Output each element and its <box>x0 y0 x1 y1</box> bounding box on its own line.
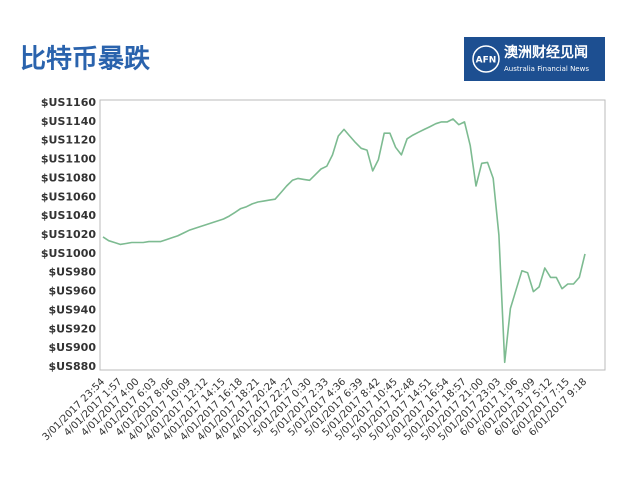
y-tick-label: $US1000 <box>41 247 96 260</box>
y-tick-label: $US1140 <box>41 115 96 128</box>
logo-circle <box>472 45 500 73</box>
y-tick-label: $US980 <box>49 266 97 279</box>
y-tick-label: $US1060 <box>41 190 96 203</box>
y-tick-label: $US1120 <box>41 134 96 147</box>
y-tick-label: $US880 <box>49 360 97 373</box>
logo-subtitle: Australia Financial News <box>504 65 589 73</box>
y-tick-label: $US960 <box>49 285 97 298</box>
y-tick-label: $US940 <box>49 303 97 316</box>
logo-name: 澳洲财经见闻 <box>504 44 588 61</box>
chart-title: 比特币暴跌 <box>20 44 150 75</box>
y-tick-label: $US1160 <box>41 96 96 109</box>
y-tick-label: $US1100 <box>41 153 96 166</box>
y-tick-label: $US900 <box>49 341 97 354</box>
y-tick-label: $US1020 <box>41 228 96 241</box>
logo-abbr: AFN <box>476 56 497 66</box>
logo: AFN 澳洲财经见闻 Australia Financial News <box>464 37 605 81</box>
y-tick-label: $US1080 <box>41 171 96 184</box>
price-line <box>102 118 586 364</box>
y-tick-label: $US920 <box>49 322 97 335</box>
y-tick-label: $US1040 <box>41 209 96 222</box>
logo-box <box>464 37 605 81</box>
plot-frame <box>99 99 606 371</box>
